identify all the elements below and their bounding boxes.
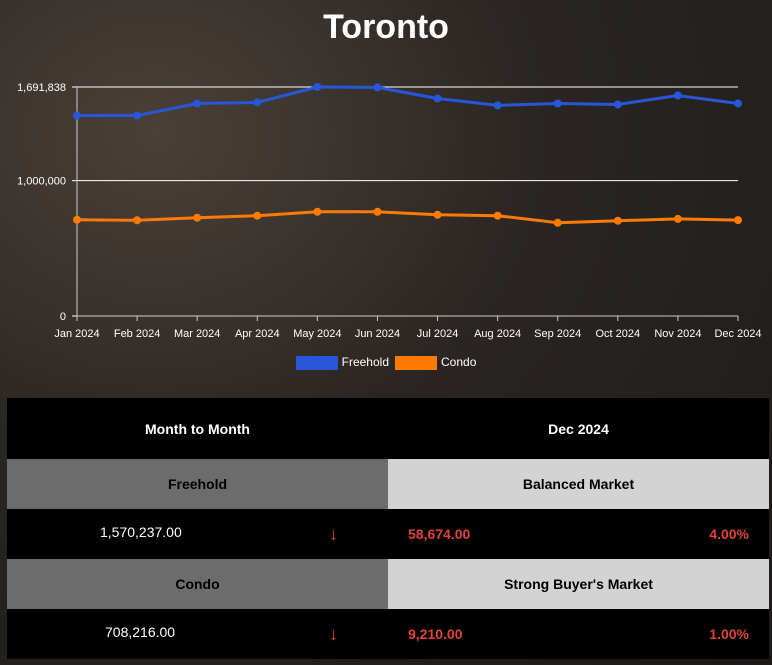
data-point-condo (373, 207, 382, 216)
series-line-freehold (77, 85, 739, 118)
data-point-freehold (373, 83, 382, 92)
percent-condo: 1.00% (709, 626, 749, 642)
x-tick-label: Mar 2024 (174, 328, 220, 340)
line-chart: 0 1,000,000 1,691,838 Jan 2024 Feb 2024 Mar 2… (17, 82, 761, 340)
data-point-condo (313, 207, 322, 216)
legend-condo[interactable]: Condo (395, 355, 476, 370)
x-tick-label: Oct 2024 (595, 328, 640, 340)
data-point-condo (673, 214, 682, 223)
data-point-condo (613, 216, 622, 225)
x-tick-label: Sep 2024 (534, 328, 581, 340)
type-condo: Condo (7, 559, 388, 609)
market-status-freehold: Balanced Market (388, 459, 769, 509)
data-point-condo (253, 211, 262, 220)
percent-freehold: 4.00% (709, 526, 749, 542)
legend: Freehold Condo (0, 355, 772, 370)
data-point-condo (433, 210, 442, 219)
data-point-condo (553, 218, 562, 227)
x-tick-label: Feb 2024 (114, 328, 160, 340)
market-table: Month to Month Dec 2024 Freehold Balance… (7, 398, 769, 659)
data-point-freehold (734, 99, 742, 108)
data-point-freehold (433, 94, 442, 103)
page-title: Toronto (323, 8, 449, 46)
data-point-freehold (613, 100, 622, 109)
market-status-condo: Strong Buyer's Market (388, 559, 769, 609)
data-point-freehold (253, 98, 262, 107)
data-point-condo (73, 215, 81, 224)
type-freehold: Freehold (7, 459, 388, 509)
change-freehold: 58,674.00 (408, 526, 471, 542)
data-point-condo (193, 213, 202, 222)
x-tick-label: Jun 2024 (355, 328, 400, 340)
down-arrow-icon: ↓ (329, 623, 338, 644)
x-tick-label: Apr 2024 (235, 328, 280, 340)
x-tick-label: Jul 2024 (417, 328, 459, 340)
data-point-freehold (73, 111, 81, 120)
data-point-condo (133, 216, 142, 225)
data-point-freehold (493, 101, 502, 110)
data-point-freehold (553, 99, 562, 108)
x-tick-label: Dec 2024 (714, 328, 761, 340)
y-tick-label: 1,000,000 (17, 176, 66, 188)
y-tick-label: 0 (60, 311, 66, 323)
x-tick-label: May 2024 (293, 328, 341, 340)
x-tick-label: Aug 2024 (474, 328, 521, 340)
y-tick-label: 1,691,838 (17, 82, 66, 94)
header-month: Dec 2024 (548, 420, 609, 437)
data-point-freehold (313, 83, 322, 91)
price-freehold: 1,570,237.00 (100, 523, 182, 540)
legend-freehold[interactable]: Freehold (295, 355, 389, 370)
data-point-freehold (133, 111, 142, 120)
data-point-freehold (193, 99, 202, 108)
down-arrow-icon: ↓ (329, 523, 338, 544)
data-point-freehold (673, 91, 682, 100)
price-condo: 708,216.00 (105, 623, 176, 640)
series-line-condo (76, 210, 739, 225)
data-point-condo (734, 216, 742, 225)
change-condo: 9,210.00 (408, 626, 463, 642)
x-tick-label: Nov 2024 (654, 328, 701, 340)
header-month-to-month: Month to Month (145, 420, 250, 437)
data-point-condo (493, 211, 502, 220)
x-tick-label: Jan 2024 (54, 328, 99, 340)
